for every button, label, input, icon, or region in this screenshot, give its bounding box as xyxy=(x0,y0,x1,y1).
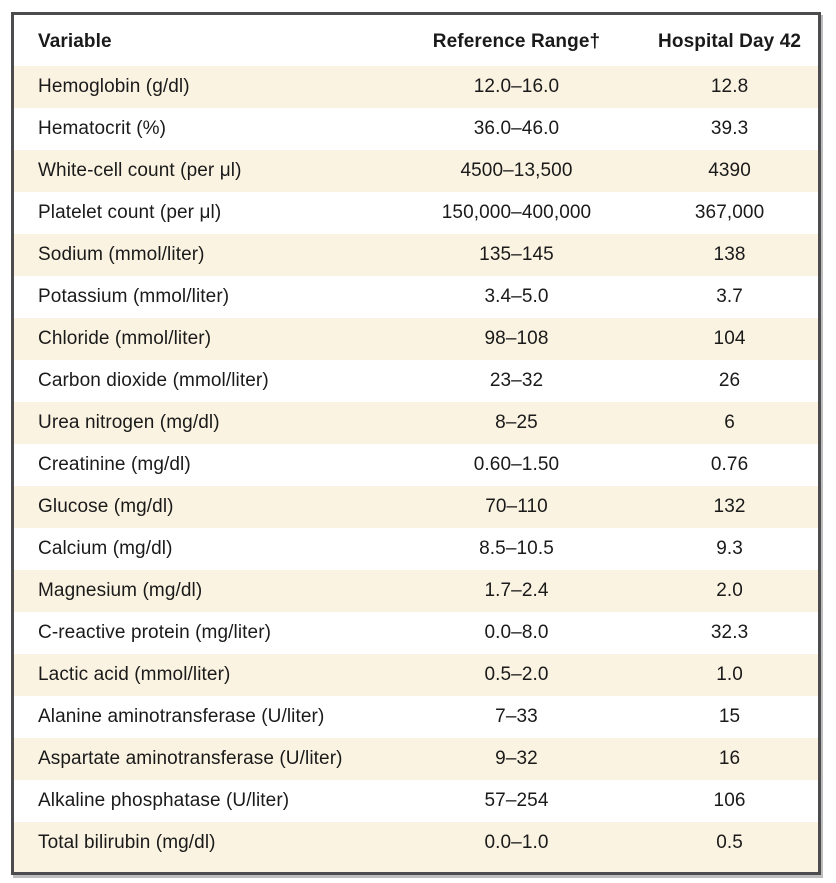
table-row: Sodium (mmol/liter) 135–145 138 xyxy=(14,234,818,276)
table-row: Potassium (mmol/liter) 3.4–5.0 3.7 xyxy=(14,276,818,318)
reference-range-cell: 23–32 xyxy=(489,370,544,391)
variable-cell: Aspartate aminotransferase (U/liter) xyxy=(38,748,343,769)
result-value-cell: 106 xyxy=(713,790,746,811)
table-row: Aspartate aminotransferase (U/liter) 9–32… xyxy=(14,738,818,780)
table-row: Lactic acid (mmol/liter) 0.5–2.0 1.0 xyxy=(14,654,818,696)
result-value-cell: 4390 xyxy=(708,160,751,181)
result-value-cell: 32.3 xyxy=(710,622,749,643)
lab-values-table-frame: Variable Reference Range† Hospital Day 4… xyxy=(11,12,821,875)
variable-cell: White-cell count (per μl) xyxy=(38,160,242,181)
result-value-cell: 0.76 xyxy=(710,454,749,475)
variable-cell: Hematocrit (%) xyxy=(38,118,167,139)
reference-range-cell: 0.60–1.50 xyxy=(473,454,560,475)
result-value-cell: 132 xyxy=(713,496,746,517)
result-value-cell: 9.3 xyxy=(716,538,743,559)
reference-range-cell: 1.7–2.4 xyxy=(484,580,549,601)
table-row: C-reactive protein (mg/liter) 0.0–8.0 32.3 xyxy=(14,612,818,654)
variable-cell: Calcium (mg/dl) xyxy=(38,538,173,559)
table-row: Creatinine (mg/dl) 0.60–1.50 0.76 xyxy=(14,444,818,486)
reference-range-cell: 0.0–1.0 xyxy=(484,832,549,853)
reference-range-cell: 8.5–10.5 xyxy=(479,538,554,559)
result-value-cell: 104 xyxy=(713,328,746,349)
column-header-reference-range: Reference Range† xyxy=(391,15,642,66)
column-header-hospital-day-42: Hospital Day 42 xyxy=(641,15,818,66)
table-row: Carbon dioxide (mmol/liter) 23–32 26 xyxy=(14,360,818,402)
reference-range-cell: 9–32 xyxy=(495,748,538,769)
reference-range-cell: 3.4–5.0 xyxy=(484,286,549,307)
reference-range-cell: 4500–13,500 xyxy=(460,160,573,181)
result-value-cell: 2.0 xyxy=(716,580,743,601)
variable-cell: Hemoglobin (g/dl) xyxy=(38,76,190,97)
variable-cell: Sodium (mmol/liter) xyxy=(38,244,205,265)
variable-cell: C-reactive protein (mg/liter) xyxy=(38,622,272,643)
table-row: Alkaline phosphatase (U/liter) 57–254 106 xyxy=(14,780,818,822)
variable-cell: Alanine aminotransferase (U/liter) xyxy=(38,706,325,727)
table-row: Urea nitrogen (mg/dl) 8–25 6 xyxy=(14,402,818,444)
result-value-cell: 3.7 xyxy=(716,286,743,307)
column-header-variable: Variable xyxy=(14,15,392,66)
reference-range-cell: 98–108 xyxy=(484,328,549,349)
variable-cell: Chloride (mmol/liter) xyxy=(38,328,212,349)
lab-values-table: Variable Reference Range† Hospital Day 4… xyxy=(14,15,818,872)
table-row: White-cell count (per μl) 4500–13,500 4390 xyxy=(14,150,818,192)
result-value-cell: 6 xyxy=(724,412,735,433)
table-row: Platelet count (per μl) 150,000–400,000 36… xyxy=(14,192,818,234)
reference-range-cell: 8–25 xyxy=(495,412,538,433)
table-row: Alanine aminotransferase (U/liter) 7–33 15 xyxy=(14,696,818,738)
reference-range-cell: 150,000–400,000 xyxy=(441,202,592,223)
variable-cell: Platelet count (per μl) xyxy=(38,202,222,223)
result-value-cell: 1.0 xyxy=(716,664,743,685)
result-value-cell: 138 xyxy=(713,244,746,265)
table-header: Variable Reference Range† Hospital Day 4… xyxy=(14,15,818,66)
variable-cell: Alkaline phosphatase (U/liter) xyxy=(38,790,290,811)
reference-range-cell: 57–254 xyxy=(484,790,549,811)
reference-range-cell: 70–110 xyxy=(485,496,548,517)
result-value-cell: 16 xyxy=(718,748,741,769)
variable-cell: Creatinine (mg/dl) xyxy=(38,454,191,475)
table-row: Hematocrit (%) 36.0–46.0 39.3 xyxy=(14,108,818,150)
result-value-cell: 15 xyxy=(718,706,741,727)
variable-cell: Glucose (mg/dl) xyxy=(38,496,174,517)
result-value-cell: 367,000 xyxy=(694,202,765,223)
reference-range-cell: 36.0–46.0 xyxy=(473,118,560,139)
variable-cell: Potassium (mmol/liter) xyxy=(38,286,230,307)
reference-range-cell: 12.0–16.0 xyxy=(473,76,560,97)
result-value-cell: 26 xyxy=(718,370,741,391)
table-body: Hemoglobin (g/dl) 12.0–16.0 12.8 Hematocrit… xyxy=(14,66,818,872)
reference-range-cell: 0.5–2.0 xyxy=(484,664,549,685)
table-row: Hemoglobin (g/dl) 12.0–16.0 12.8 xyxy=(14,66,818,108)
table-row: Calcium (mg/dl) 8.5–10.5 9.3 xyxy=(14,528,818,570)
variable-cell: Total bilirubin (mg/dl) xyxy=(38,832,216,853)
reference-range-cell: 0.0–8.0 xyxy=(484,622,549,643)
header-row: Variable Reference Range† Hospital Day 4… xyxy=(14,15,818,66)
table-row: Magnesium (mg/dl) 1.7–2.4 2.0 xyxy=(14,570,818,612)
table-row: Total bilirubin (mg/dl) 0.0–1.0 0.5 xyxy=(14,822,818,872)
result-value-cell: 12.8 xyxy=(710,76,749,97)
variable-cell: Carbon dioxide (mmol/liter) xyxy=(38,370,269,391)
variable-cell: Urea nitrogen (mg/dl) xyxy=(38,412,220,433)
variable-cell: Magnesium (mg/dl) xyxy=(38,580,203,601)
variable-cell: Lactic acid (mmol/liter) xyxy=(38,664,231,685)
result-value-cell: 0.5 xyxy=(716,832,743,853)
table-row: Chloride (mmol/liter) 98–108 104 xyxy=(14,318,818,360)
reference-range-cell: 7–33 xyxy=(495,706,538,727)
result-value-cell: 39.3 xyxy=(710,118,749,139)
reference-range-cell: 135–145 xyxy=(479,244,554,265)
table-row: Glucose (mg/dl) 70–110 132 xyxy=(14,486,818,528)
